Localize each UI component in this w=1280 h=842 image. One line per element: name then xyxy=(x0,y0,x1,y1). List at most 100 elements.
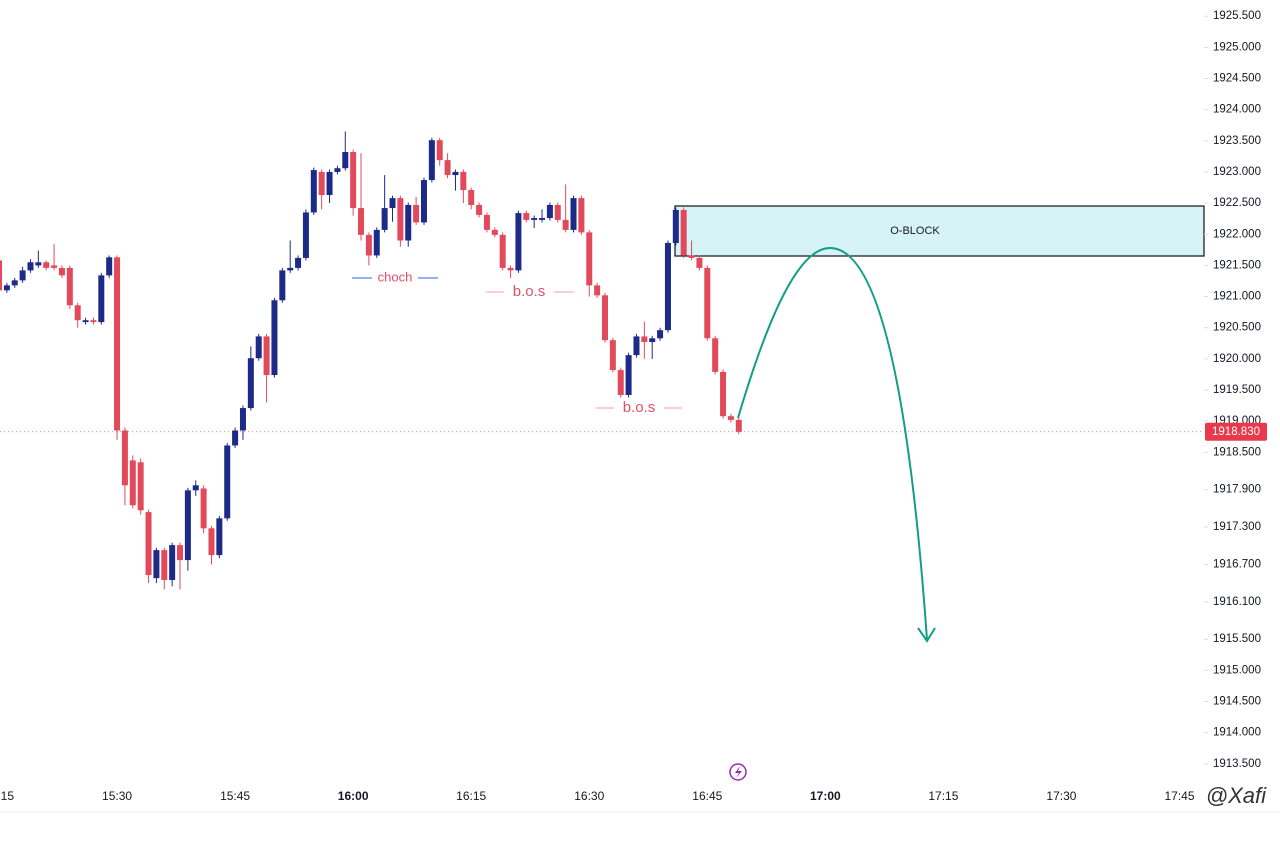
candle-body xyxy=(239,408,246,431)
x-tick-label: 15:15 xyxy=(0,789,14,803)
y-tick-label: 1918.500 xyxy=(1213,446,1261,458)
choch-label: choch xyxy=(378,269,413,284)
candle-body xyxy=(727,416,734,420)
candle-body xyxy=(578,198,585,233)
x-tick-label: 16:30 xyxy=(574,789,604,803)
candle-body xyxy=(720,371,727,417)
x-tick-label: 17:00 xyxy=(810,789,841,803)
y-tick-label: 1915.000 xyxy=(1213,664,1261,676)
candle-body xyxy=(287,267,294,271)
candle-body xyxy=(271,300,278,376)
candle-body xyxy=(688,255,695,258)
candle-body xyxy=(51,265,58,268)
watermark: @Xafi xyxy=(1206,783,1267,808)
candle-body xyxy=(735,419,742,432)
candle-body xyxy=(444,160,451,176)
y-tick-label: 1916.100 xyxy=(1213,596,1261,608)
y-tick-label: 1924.500 xyxy=(1213,73,1261,85)
y-tick-label: 1921.000 xyxy=(1213,291,1261,303)
candle-body xyxy=(184,490,191,561)
candle-body xyxy=(649,338,656,343)
candle-body xyxy=(680,209,687,256)
candle-body xyxy=(358,208,365,235)
candle-body xyxy=(334,168,341,172)
candle-body xyxy=(515,213,522,271)
y-tick-label: 1921.500 xyxy=(1213,259,1261,271)
candle-body xyxy=(507,267,514,271)
y-tick-label: 1917.900 xyxy=(1213,484,1261,496)
candle-body xyxy=(114,257,121,431)
candle-body xyxy=(153,550,160,579)
y-tick-label: 1917.300 xyxy=(1213,521,1261,533)
candle-body xyxy=(476,204,483,215)
candle-body xyxy=(554,204,561,220)
x-tick-label: 15:45 xyxy=(220,789,250,803)
candle-body xyxy=(129,460,136,506)
candle-body xyxy=(216,518,223,556)
candle-body xyxy=(531,218,538,220)
candle-body xyxy=(594,285,601,296)
candle-body xyxy=(609,340,616,371)
y-tick-label: 1922.000 xyxy=(1213,228,1261,240)
candle-body xyxy=(232,430,239,446)
candle-body xyxy=(381,208,388,230)
candle-body xyxy=(625,355,632,395)
y-tick-label: 1924.000 xyxy=(1213,104,1261,116)
candle-body xyxy=(436,140,443,161)
candle-body xyxy=(0,260,2,291)
y-tick-label: 1914.500 xyxy=(1213,696,1261,708)
candle-body xyxy=(405,204,412,241)
order-block-label: O-BLOCK xyxy=(890,225,940,237)
candle-body xyxy=(365,234,372,256)
y-tick-label: 1913.500 xyxy=(1213,758,1261,770)
candle-body xyxy=(704,267,711,339)
candle-body xyxy=(539,218,546,220)
candle-body xyxy=(601,295,608,341)
event-icon[interactable] xyxy=(729,763,747,781)
y-tick-label: 1923.000 xyxy=(1213,166,1261,178)
candle-body xyxy=(137,462,144,511)
candle-body xyxy=(11,280,18,286)
candle-body xyxy=(657,330,664,339)
y-tick-label: 1920.500 xyxy=(1213,322,1261,334)
candle-body xyxy=(633,336,640,356)
candle-body xyxy=(342,152,349,169)
candle-body xyxy=(106,257,113,276)
candle-body xyxy=(428,140,435,181)
x-tick-label: 17:45 xyxy=(1164,789,1194,803)
candle-body xyxy=(27,262,34,271)
candle-body xyxy=(318,171,325,195)
candle-body xyxy=(169,545,176,581)
candle-body xyxy=(420,180,427,223)
candle-body xyxy=(460,171,467,191)
candle-body xyxy=(19,270,26,281)
candle-body xyxy=(468,190,475,205)
candle-body xyxy=(121,430,128,486)
candle-body xyxy=(672,209,679,243)
candle-body xyxy=(302,212,309,258)
candle-body xyxy=(546,204,553,219)
x-tick-label: 16:45 xyxy=(692,789,722,803)
candle-body xyxy=(664,242,671,331)
y-tick-label: 1925.500 xyxy=(1213,10,1261,22)
x-tick-label: 17:15 xyxy=(928,789,958,803)
candle-body xyxy=(350,152,357,209)
candle-body xyxy=(90,320,97,323)
candle-body xyxy=(397,198,404,241)
candle-body xyxy=(373,229,380,256)
y-tick-label: 1923.500 xyxy=(1213,135,1261,147)
candle-body xyxy=(326,171,333,195)
event-icon-bolt xyxy=(735,766,742,778)
candle-body xyxy=(523,213,530,220)
candle-body xyxy=(43,262,50,268)
candle-body xyxy=(310,170,317,213)
candle-body xyxy=(255,336,262,359)
candle-body xyxy=(696,257,703,268)
candle-body xyxy=(570,198,577,230)
candle-body xyxy=(98,275,105,323)
y-tick-label: 1925.000 xyxy=(1213,41,1261,53)
candle-body xyxy=(499,234,506,268)
candle-body xyxy=(279,270,286,301)
candle-body xyxy=(177,545,184,561)
